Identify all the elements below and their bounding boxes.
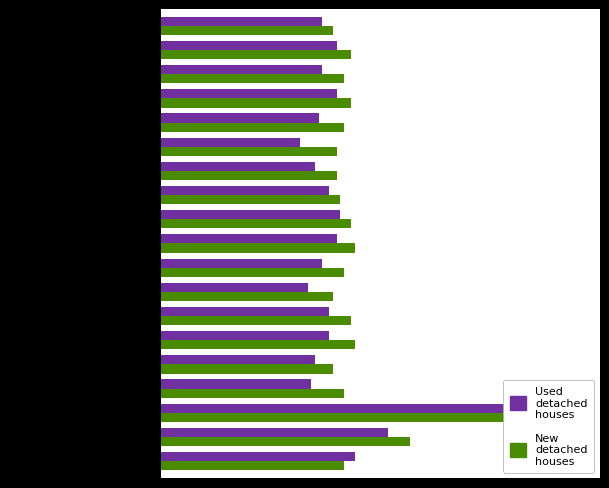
Bar xyxy=(161,90,337,99)
Bar xyxy=(161,307,329,316)
Bar xyxy=(161,461,344,470)
Bar xyxy=(161,235,337,244)
Bar xyxy=(161,259,322,268)
Bar xyxy=(161,75,344,84)
Bar xyxy=(161,41,337,51)
Bar xyxy=(161,18,322,27)
Bar xyxy=(161,211,340,220)
Bar xyxy=(161,114,319,123)
Bar xyxy=(161,220,351,229)
Bar xyxy=(161,331,329,341)
Legend: Used
detached
houses, New
detached
houses: Used detached houses, New detached house… xyxy=(503,380,594,473)
Bar xyxy=(161,172,337,181)
Bar xyxy=(161,99,351,108)
Bar xyxy=(161,123,344,132)
Bar xyxy=(161,356,315,365)
Bar xyxy=(161,452,355,461)
Bar xyxy=(161,316,351,325)
Bar xyxy=(161,244,355,253)
Bar xyxy=(161,27,333,36)
Bar xyxy=(161,380,311,389)
Bar xyxy=(161,292,333,302)
Bar xyxy=(161,268,344,277)
Bar xyxy=(161,341,355,350)
Bar xyxy=(161,283,308,292)
Bar xyxy=(161,147,337,157)
Bar xyxy=(161,365,333,374)
Bar xyxy=(161,163,315,172)
Bar xyxy=(161,389,344,398)
Bar xyxy=(161,186,329,196)
Bar xyxy=(161,428,388,437)
Bar xyxy=(161,404,505,413)
Bar xyxy=(161,66,322,75)
Bar xyxy=(161,437,410,447)
Bar xyxy=(161,413,538,422)
Bar xyxy=(161,51,351,60)
Bar xyxy=(161,196,340,205)
Bar xyxy=(161,138,300,147)
